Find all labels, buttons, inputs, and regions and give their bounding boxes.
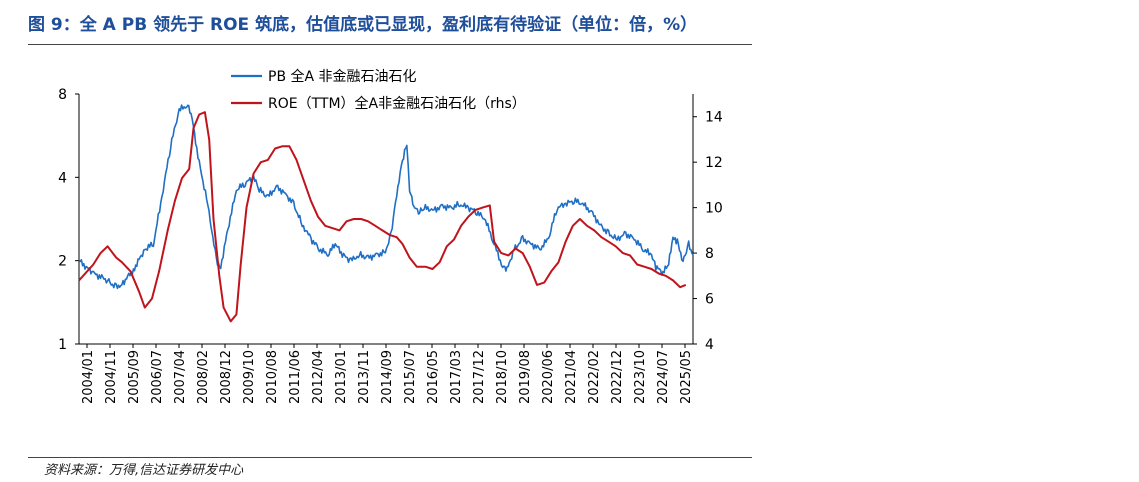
left-tick-label: 8 <box>58 87 67 103</box>
x-tick-label: 2008/02 <box>196 350 211 404</box>
x-tick-label: 2016/05 <box>426 350 441 404</box>
right-tick-label: 10 <box>705 201 723 217</box>
x-axis-ticks: 2004/01 2004/11 2005/09 2006/07 2007/04 2008/… <box>81 344 694 404</box>
left-tick-label: 2 <box>58 254 67 270</box>
x-tick-label: 2008/12 <box>219 350 234 404</box>
x-tick-label: 2013/11 <box>357 350 372 404</box>
x-tick-label: 2022/02 <box>587 350 602 404</box>
left-y-axis-ticks: 1 2 4 8 <box>58 87 79 353</box>
series-layer <box>78 104 694 323</box>
x-tick-label: 2009/10 <box>242 350 257 404</box>
right-y-axis-ticks: 4 6 8 10 12 14 <box>693 110 723 353</box>
x-tick-label: 2017/03 <box>449 350 464 404</box>
x-tick-label: 2015/07 <box>403 350 418 404</box>
x-tick-label: 2021/04 <box>564 350 579 404</box>
x-tick-label: 2017/12 <box>472 350 487 404</box>
pb-series-line <box>78 104 694 290</box>
right-tick-label: 4 <box>705 337 714 353</box>
x-tick-label: 2013/01 <box>334 350 349 404</box>
x-tick-label: 2004/01 <box>81 350 96 404</box>
right-tick-label: 12 <box>705 155 723 171</box>
x-tick-label: 2012/04 <box>311 350 326 404</box>
x-tick-label: 2019/08 <box>518 350 533 404</box>
right-tick-label: 6 <box>705 292 714 308</box>
legend-label-pb: PB 全A 非金融石油石化 <box>268 68 417 85</box>
x-tick-label: 2022/12 <box>610 350 625 404</box>
x-tick-label: 2025/05 <box>679 350 694 404</box>
x-tick-label: 2007/04 <box>173 350 188 404</box>
title-underline <box>28 44 752 45</box>
left-tick-label: 4 <box>58 170 67 186</box>
legend-label-roe: ROE（TTM）全A非金融石油石化（rhs） <box>268 95 526 112</box>
roe-series-line <box>78 111 687 323</box>
legend: PB 全A 非金融石油石化 ROE（TTM）全A非金融石油石化（rhs） <box>231 68 526 112</box>
figure-title: 图 9：全 A PB 领先于 ROE 筑底，估值底或已显现，盈利底有待验证（单位… <box>28 15 698 35</box>
x-tick-label: 2006/07 <box>150 350 165 404</box>
x-tick-label: 2014/09 <box>380 350 395 404</box>
x-tick-label: 2010/08 <box>265 350 280 404</box>
right-tick-label: 8 <box>705 246 714 262</box>
line-chart: 2004/01 2004/11 2005/09 2006/07 2007/04 2008/… <box>58 68 723 404</box>
x-tick-label: 2011/06 <box>288 350 303 404</box>
x-tick-label: 2018/10 <box>495 350 510 404</box>
x-tick-label: 2024/07 <box>656 350 671 404</box>
source-rule <box>28 457 752 458</box>
x-tick-label: 2023/10 <box>633 350 648 404</box>
x-tick-label: 2020/06 <box>541 350 556 404</box>
x-tick-label: 2004/11 <box>104 350 119 404</box>
right-tick-label: 14 <box>705 110 723 126</box>
x-tick-label: 2005/09 <box>127 350 142 404</box>
source-note: 资料来源：万得,信达证券研发中心 <box>44 463 244 478</box>
left-tick-label: 1 <box>58 337 67 353</box>
